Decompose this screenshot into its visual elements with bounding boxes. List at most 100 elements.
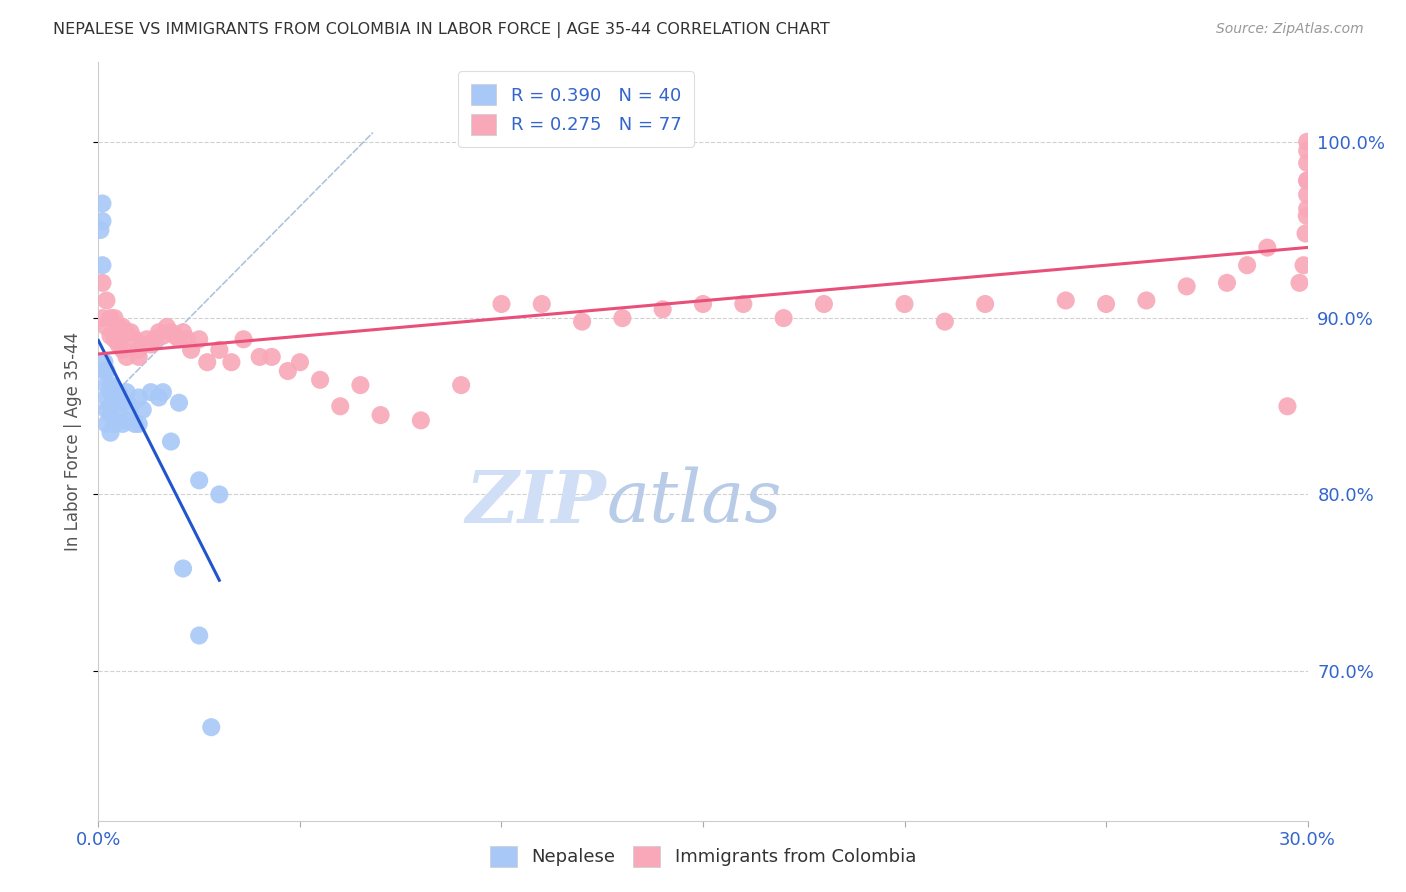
Text: NEPALESE VS IMMIGRANTS FROM COLOMBIA IN LABOR FORCE | AGE 35-44 CORRELATION CHAR: NEPALESE VS IMMIGRANTS FROM COLOMBIA IN … [53,22,830,38]
Point [208,487,231,501]
Point [115,350,138,364]
Point [733,297,755,311]
Point [167,396,190,410]
Point [128,343,150,357]
Point [103,311,125,326]
Text: ZIP: ZIP [465,467,606,538]
Point [200,720,222,734]
Point [96,293,118,308]
Point [120,399,142,413]
Point [249,350,271,364]
Point [128,391,150,405]
Point [934,315,956,329]
Point [329,399,352,413]
Point [188,473,211,487]
Point [100,385,122,400]
Point [1296,173,1319,187]
Text: Source: ZipAtlas.com: Source: ZipAtlas.com [1216,22,1364,37]
Point [115,385,138,400]
Point [156,320,179,334]
Point [96,402,118,417]
Point [124,417,146,431]
Point [100,328,122,343]
Point [893,297,915,311]
Point [208,343,231,357]
Point [91,276,114,290]
Point [1296,156,1319,170]
Point [309,373,332,387]
Point [1295,209,1317,223]
Point [1295,227,1317,241]
Point [974,297,997,311]
Point [692,297,714,311]
Point [91,258,114,272]
Point [370,408,392,422]
Point [1095,297,1118,311]
Point [1256,241,1278,255]
Point [107,320,129,334]
Point [100,399,122,413]
Point [139,337,162,351]
Point [221,355,243,369]
Point [1277,399,1299,413]
Point [91,311,114,326]
Point [148,391,170,405]
Point [152,328,174,343]
Point [1296,135,1319,149]
Point [1175,279,1198,293]
Point [103,332,125,346]
Point [100,378,122,392]
Point [160,325,183,339]
Point [172,325,194,339]
Point [89,223,111,237]
Point [195,355,218,369]
Point [96,320,118,334]
Point [111,396,134,410]
Legend: Nepalese, Immigrants from Colombia: Nepalese, Immigrants from Colombia [482,838,924,874]
Point [188,628,211,642]
Point [176,332,198,346]
Point [132,402,155,417]
Point [1054,293,1077,308]
Y-axis label: In Labor Force | Age 35-44: In Labor Force | Age 35-44 [65,332,83,551]
Point [96,391,118,405]
Point [1296,202,1319,216]
Point [491,297,513,311]
Point [111,417,134,431]
Point [1296,173,1319,187]
Point [571,315,593,329]
Point [188,332,211,346]
Point [260,350,283,364]
Point [135,332,157,346]
Point [139,385,162,400]
Point [107,408,129,422]
Point [91,196,114,211]
Point [349,378,371,392]
Point [120,325,142,339]
Point [163,328,186,343]
Point [93,364,115,378]
Point [115,325,138,339]
Point [111,320,134,334]
Point [128,417,150,431]
Point [813,297,835,311]
Point [232,332,254,346]
Point [277,364,299,378]
Point [93,355,115,369]
Point [1288,276,1310,290]
Point [651,302,673,317]
Point [1296,144,1319,158]
Point [103,382,125,396]
Point [100,408,122,422]
Point [152,385,174,400]
Point [167,332,190,346]
Point [91,214,114,228]
Point [160,434,183,449]
Point [1236,258,1258,272]
Point [1216,276,1239,290]
Point [96,417,118,431]
Point [96,364,118,378]
Point [103,417,125,431]
Point [124,332,146,346]
Point [288,355,311,369]
